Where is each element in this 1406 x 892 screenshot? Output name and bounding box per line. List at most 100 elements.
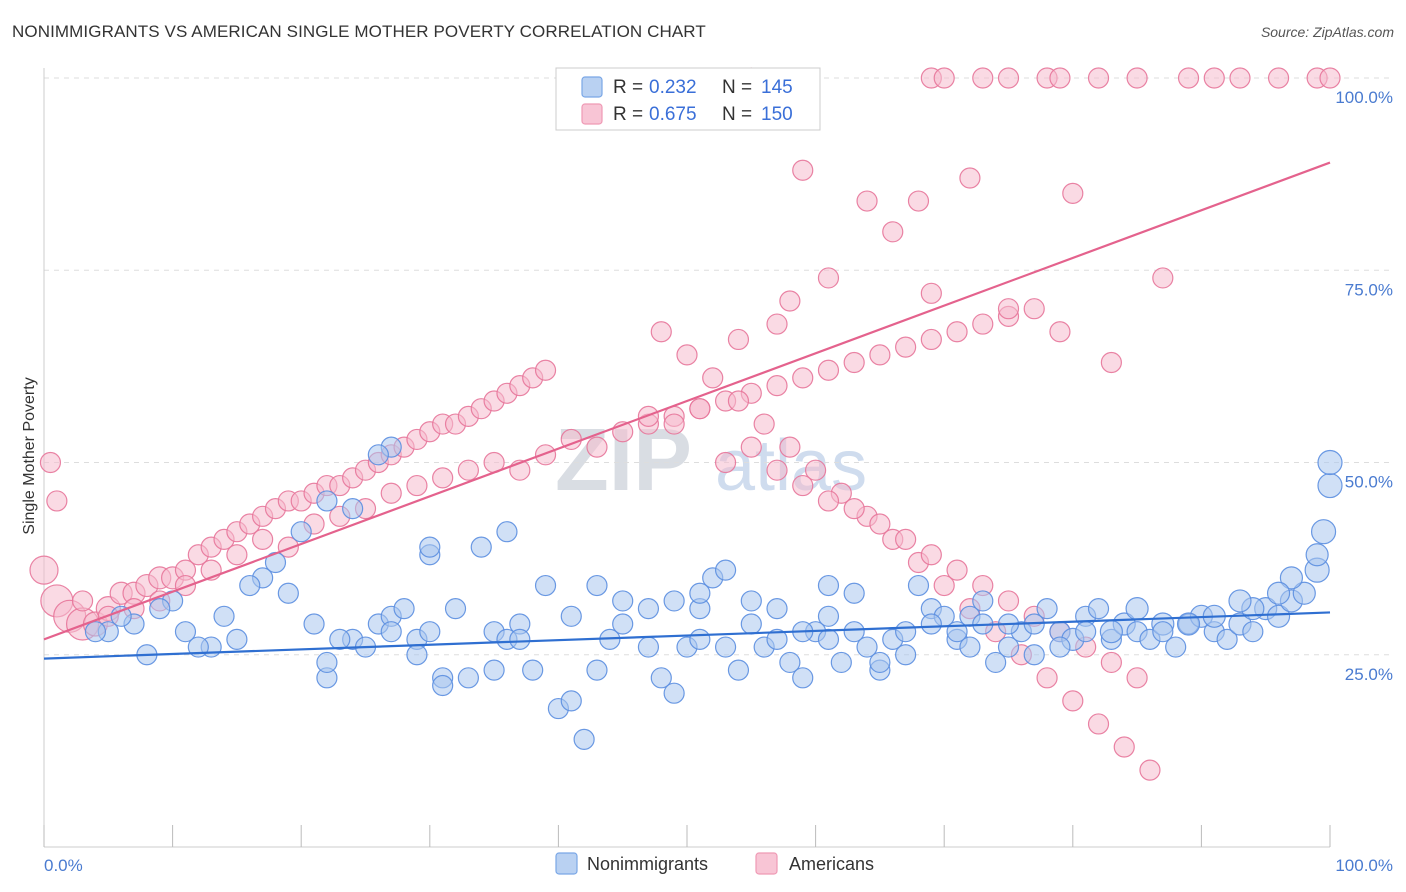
americans-point — [817, 359, 840, 381]
americans-point — [406, 474, 428, 497]
americans-point — [997, 590, 1020, 612]
legend-n-label-1: N = — [722, 77, 752, 98]
americans-point — [29, 555, 59, 585]
americans-point — [650, 321, 672, 343]
nonimmigrants-point — [920, 613, 942, 635]
americans-point — [959, 167, 981, 189]
americans-point — [740, 436, 762, 458]
nonimmigrants-point — [843, 582, 865, 604]
americans-point — [676, 344, 698, 366]
nonimmigrants-point — [637, 636, 660, 658]
nonimmigrants-point — [612, 590, 634, 612]
nonimmigrants-point — [895, 621, 917, 643]
americans-point — [1126, 667, 1148, 689]
nonimmigrants-point — [239, 574, 261, 597]
americans-point — [534, 444, 557, 466]
nonimmigrants-point — [959, 636, 981, 658]
nonimmigrants-point — [1216, 628, 1238, 650]
nonimmigrants-point — [419, 621, 441, 643]
nonimmigrants-point — [1075, 621, 1097, 643]
nonimmigrants-point — [830, 651, 852, 674]
americans-point — [766, 375, 788, 397]
nonimmigrants-point — [689, 628, 711, 650]
nonimmigrants-point — [663, 682, 685, 704]
nonimmigrants-trend-line — [43, 611, 1331, 660]
legend-r-label-2: R = — [613, 104, 643, 125]
americans-point — [1177, 67, 1200, 89]
americans-point — [933, 67, 955, 89]
nonimmigrants-point — [1087, 598, 1110, 620]
nonimmigrants-point — [972, 590, 994, 612]
americans-point — [380, 482, 402, 504]
nonimmigrants-point — [1023, 644, 1045, 666]
nonimmigrants-point — [342, 498, 364, 520]
nonimmigrants-point — [817, 628, 840, 650]
americans-point — [727, 328, 750, 351]
americans-point — [1023, 298, 1045, 320]
nonimmigrants-point — [1310, 519, 1337, 545]
americans-point — [226, 544, 248, 566]
nonimmigrants-point — [650, 667, 672, 689]
nonimmigrants-point — [843, 621, 865, 643]
nonimmigrants-point — [856, 636, 878, 658]
legend-r-label-1: R = — [613, 77, 643, 98]
americans-point — [1036, 667, 1058, 689]
y-axis-label: Single Mother Poverty — [21, 377, 38, 534]
americans-point — [46, 490, 68, 512]
nonimmigrants-series — [84, 436, 1343, 750]
x-tick-label-max: 100.0% — [1335, 856, 1393, 875]
americans-point — [1049, 67, 1071, 89]
nonimmigrants-point — [714, 636, 737, 658]
nonimmigrants-point — [1125, 597, 1149, 621]
nonimmigrants-point — [1305, 543, 1329, 567]
nonimmigrants-point — [303, 613, 325, 635]
americans-point — [907, 190, 930, 212]
americans-point — [1319, 67, 1341, 89]
americans-point — [689, 398, 711, 420]
nonimmigrants-point — [1099, 620, 1123, 644]
americans-point — [586, 436, 608, 458]
bottom-legend-label-americans: Americans — [789, 854, 874, 874]
nonimmigrants-point — [213, 605, 235, 627]
nonimmigrants-point — [316, 490, 338, 512]
legend-n-value-2: 150 — [761, 104, 793, 125]
y-tick-label: 25.0% — [1345, 665, 1393, 684]
nonimmigrants-point — [419, 536, 441, 558]
americans-point — [1100, 651, 1122, 674]
series-legend: Nonimmigrants Americans — [555, 852, 874, 875]
nonimmigrants-point — [470, 536, 492, 558]
y-tick-label: 75.0% — [1345, 280, 1393, 299]
americans-point — [1087, 713, 1110, 735]
americans-point — [1049, 321, 1071, 343]
nonimmigrants-point — [277, 582, 299, 604]
americans-point — [277, 536, 299, 558]
nonimmigrants-point — [766, 598, 788, 620]
y-tick-label: 50.0% — [1345, 473, 1393, 492]
nonimmigrants-point — [985, 651, 1007, 674]
nonimmigrants-point — [1049, 636, 1071, 658]
legend-n-label-2: N = — [722, 104, 752, 125]
nonimmigrants-point — [444, 598, 467, 620]
americans-point — [946, 559, 968, 581]
americans-point — [882, 221, 904, 243]
nonimmigrants-point — [1036, 598, 1058, 620]
nonimmigrants-point — [817, 574, 840, 597]
nonimmigrants-point — [792, 667, 814, 689]
legend-n-value-1: 145 — [761, 77, 793, 98]
americans-point — [766, 313, 788, 335]
nonimmigrants-point — [560, 605, 582, 627]
americans-point — [663, 413, 685, 435]
nonimmigrants-point — [534, 574, 557, 597]
nonimmigrants-point — [869, 651, 891, 674]
americans-trend-line — [43, 161, 1331, 641]
americans-point — [1267, 67, 1290, 89]
americans-point — [817, 267, 840, 289]
nonimmigrants-point — [586, 574, 608, 597]
americans-point — [869, 513, 891, 535]
americans-point — [843, 498, 865, 520]
nonimmigrants-point — [895, 644, 917, 666]
americans-point — [1113, 736, 1135, 758]
americans-point — [972, 67, 994, 89]
nonimmigrants-point — [1228, 589, 1252, 613]
